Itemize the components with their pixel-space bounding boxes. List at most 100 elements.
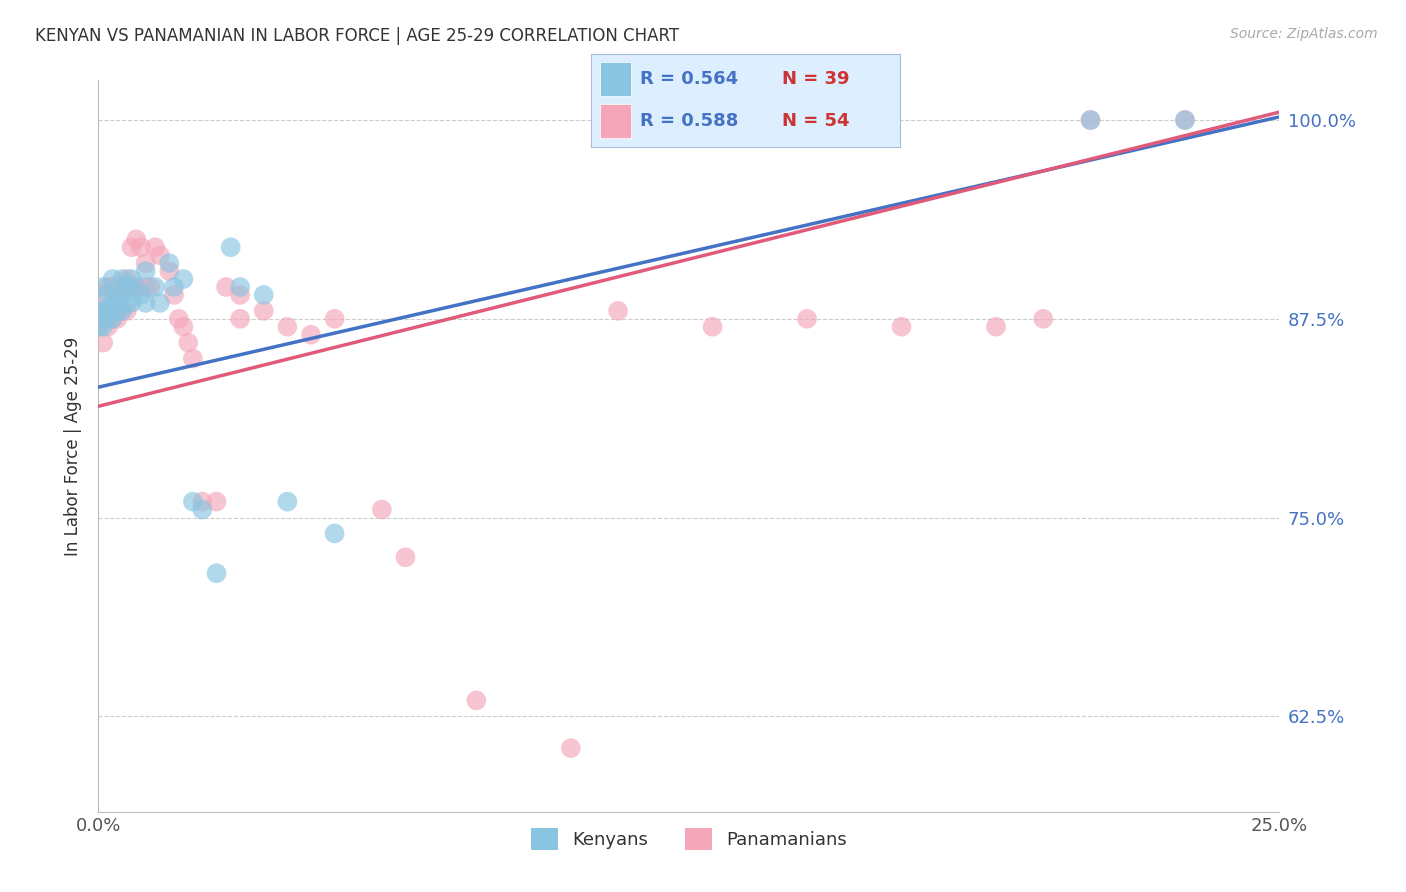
Kenyans — [101, 311, 124, 326]
Kenyans — [97, 288, 120, 302]
Panamanians — [97, 280, 120, 294]
Kenyans — [276, 494, 298, 508]
Kenyans — [91, 303, 114, 318]
Panamanians — [323, 311, 346, 326]
Kenyans — [149, 296, 172, 310]
Panamanians — [215, 280, 238, 294]
Panamanians — [702, 319, 724, 334]
Panamanians — [177, 335, 200, 350]
Text: KENYAN VS PANAMANIAN IN LABOR FORCE | AGE 25-29 CORRELATION CHART: KENYAN VS PANAMANIAN IN LABOR FORCE | AG… — [35, 27, 679, 45]
Kenyans — [1174, 113, 1197, 128]
Panamanians — [121, 280, 143, 294]
Panamanians — [191, 494, 214, 508]
Panamanians — [135, 280, 157, 294]
Panamanians — [125, 232, 148, 246]
Kenyans — [101, 272, 124, 286]
Panamanians — [115, 272, 138, 286]
Kenyans — [105, 288, 128, 302]
Panamanians — [111, 303, 134, 318]
Kenyans — [157, 256, 180, 270]
Panamanians — [163, 288, 186, 302]
Kenyans — [229, 280, 252, 294]
Panamanians — [276, 319, 298, 334]
Panamanians — [172, 319, 194, 334]
Panamanians — [796, 311, 818, 326]
Panamanians — [167, 311, 190, 326]
Panamanians — [135, 256, 157, 270]
Panamanians — [87, 319, 110, 334]
Kenyans — [163, 280, 186, 294]
Kenyans — [129, 288, 152, 302]
Panamanians — [1174, 113, 1197, 128]
Text: R = 0.588: R = 0.588 — [640, 112, 738, 130]
Panamanians — [129, 240, 152, 254]
Panamanians — [157, 264, 180, 278]
Panamanians — [205, 494, 228, 508]
Kenyans — [219, 240, 242, 254]
Kenyans — [323, 526, 346, 541]
Panamanians — [394, 550, 416, 565]
Kenyans — [115, 296, 138, 310]
Kenyans — [1080, 113, 1102, 128]
Panamanians — [101, 311, 124, 326]
Panamanians — [149, 248, 172, 262]
Bar — [600, 104, 631, 138]
Kenyans — [87, 319, 110, 334]
Panamanians — [101, 280, 124, 294]
Panamanians — [229, 311, 252, 326]
Kenyans — [205, 566, 228, 581]
Kenyans — [115, 280, 138, 294]
Panamanians — [105, 288, 128, 302]
Panamanians — [1080, 113, 1102, 128]
Kenyans — [111, 288, 134, 302]
Panamanians — [115, 303, 138, 318]
Kenyans — [121, 296, 143, 310]
Kenyans — [105, 303, 128, 318]
Kenyans — [125, 280, 148, 294]
Panamanians — [299, 327, 322, 342]
Kenyans — [135, 296, 157, 310]
Panamanians — [1032, 311, 1054, 326]
Kenyans — [87, 303, 110, 318]
Panamanians — [87, 303, 110, 318]
Bar — [600, 62, 631, 95]
Panamanians — [91, 335, 114, 350]
Kenyans — [91, 280, 114, 294]
Legend: Kenyans, Panamanians: Kenyans, Panamanians — [524, 821, 853, 857]
Kenyans — [97, 311, 120, 326]
Panamanians — [125, 280, 148, 294]
Panamanians — [105, 311, 128, 326]
Panamanians — [253, 303, 276, 318]
Panamanians — [139, 280, 162, 294]
Text: R = 0.564: R = 0.564 — [640, 70, 738, 87]
Kenyans — [172, 272, 194, 286]
Y-axis label: In Labor Force | Age 25-29: In Labor Force | Age 25-29 — [65, 336, 83, 556]
Panamanians — [607, 303, 630, 318]
Panamanians — [560, 741, 582, 756]
Panamanians — [97, 319, 120, 334]
Panamanians — [229, 288, 252, 302]
Panamanians — [91, 288, 114, 302]
Text: Source: ZipAtlas.com: Source: ZipAtlas.com — [1230, 27, 1378, 41]
Kenyans — [191, 502, 214, 516]
Kenyans — [181, 494, 204, 508]
Panamanians — [121, 240, 143, 254]
Kenyans — [91, 319, 114, 334]
Panamanians — [97, 303, 120, 318]
Panamanians — [91, 311, 114, 326]
Kenyans — [143, 280, 166, 294]
Panamanians — [143, 240, 166, 254]
Kenyans — [101, 296, 124, 310]
Kenyans — [97, 303, 120, 318]
Kenyans — [253, 288, 276, 302]
Panamanians — [465, 693, 488, 707]
Panamanians — [890, 319, 912, 334]
Panamanians — [111, 280, 134, 294]
Panamanians — [984, 319, 1007, 334]
Kenyans — [111, 272, 134, 286]
Kenyans — [121, 272, 143, 286]
Text: N = 54: N = 54 — [782, 112, 849, 130]
Kenyans — [135, 264, 157, 278]
Panamanians — [371, 502, 394, 516]
Panamanians — [181, 351, 204, 366]
